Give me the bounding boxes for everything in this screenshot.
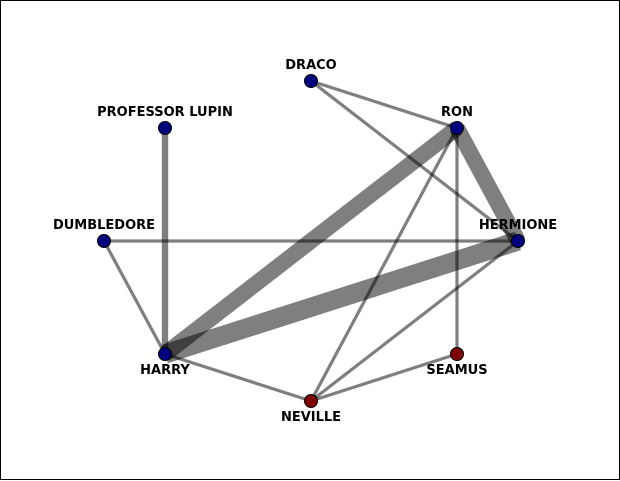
edges-layer [102, 79, 526, 403]
labels-layer: DRACO PROFESSOR LUPIN RON DUMBLEDORE HERMION… [53, 58, 557, 425]
node-label-harry: HARRY [140, 363, 190, 378]
edge-ron-hermione [449, 124, 526, 245]
node-label-dumbledore: DUMBLEDORE [53, 218, 155, 233]
node-hermione [511, 234, 525, 248]
nodes-layer [97, 74, 525, 408]
edge-harry-neville [164, 352, 312, 403]
node-label-seamus: SEAMUS [426, 363, 487, 378]
edge-seamus-neville [310, 352, 458, 403]
edge-hermione-harry [162, 231, 521, 364]
node-dumbledore [97, 234, 111, 248]
node-lupin [158, 121, 172, 135]
node-ron [450, 121, 464, 135]
edge-draco-ron [310, 79, 458, 130]
node-draco [304, 74, 318, 88]
node-label-hermione: HERMIONE [479, 218, 557, 233]
edge-hermione-neville [310, 239, 519, 403]
node-label-neville: NEVILLE [281, 410, 341, 425]
node-label-lupin: PROFESSOR LUPIN [97, 105, 233, 120]
edge-dumbledore-harry [102, 240, 167, 355]
edge-ron-neville [309, 127, 459, 402]
node-harry [158, 347, 172, 361]
node-label-ron: RON [441, 105, 473, 120]
node-neville [304, 394, 318, 408]
node-label-draco: DRACO [285, 58, 336, 73]
node-seamus [450, 347, 464, 361]
